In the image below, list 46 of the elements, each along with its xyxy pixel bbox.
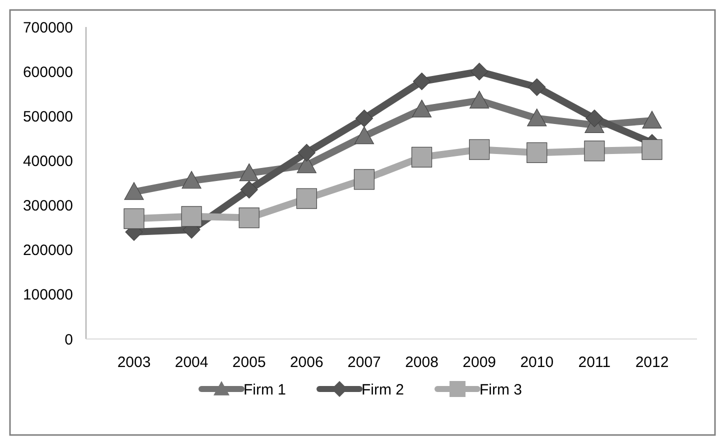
point	[584, 140, 605, 162]
legend-label: Firm 1	[244, 381, 286, 398]
y-tick-label: 200000	[22, 242, 73, 260]
point	[354, 126, 374, 144]
point	[240, 180, 258, 198]
x-tick-label: 2011	[578, 354, 611, 371]
point	[528, 78, 546, 96]
point	[296, 188, 317, 209]
point	[527, 108, 547, 126]
y-tick-label: 500000	[22, 108, 73, 126]
x-tick-label: 2009	[462, 354, 496, 371]
x-tick-label: 2010	[520, 354, 554, 371]
point	[239, 163, 259, 182]
point	[412, 72, 431, 90]
point	[298, 144, 316, 162]
x-tick-label: 2012	[635, 354, 669, 371]
y-tick-label: 100000	[22, 286, 73, 304]
y-tick-label: 300000	[22, 198, 73, 215]
point	[354, 169, 375, 190]
x-tick-label: 2007	[348, 354, 381, 371]
legend-label: Firm 2	[362, 381, 404, 398]
point	[642, 110, 662, 128]
y-tick-label: 600000	[22, 64, 73, 81]
point	[411, 146, 432, 168]
point	[586, 110, 604, 128]
y-tick-label: 700000	[22, 19, 73, 36]
point	[470, 62, 488, 80]
y-tick-label: 0	[64, 331, 73, 348]
point	[355, 110, 374, 128]
x-tick-label: 2003	[117, 354, 151, 371]
point	[124, 208, 144, 229]
point	[470, 90, 490, 108]
x-tick-label: 2005	[232, 354, 266, 371]
x-tick-label: 2006	[290, 354, 324, 371]
point	[181, 206, 202, 227]
x-tick-label: 2004	[174, 354, 208, 371]
y-tick-label: 400000	[22, 152, 73, 170]
legend-label: Firm 3	[480, 381, 522, 398]
point	[642, 139, 662, 160]
point	[238, 207, 260, 228]
point	[469, 139, 490, 160]
point	[182, 170, 202, 189]
point	[124, 182, 144, 200]
point	[412, 100, 432, 118]
point	[526, 142, 548, 163]
x-tick-label: 2008	[405, 354, 438, 371]
